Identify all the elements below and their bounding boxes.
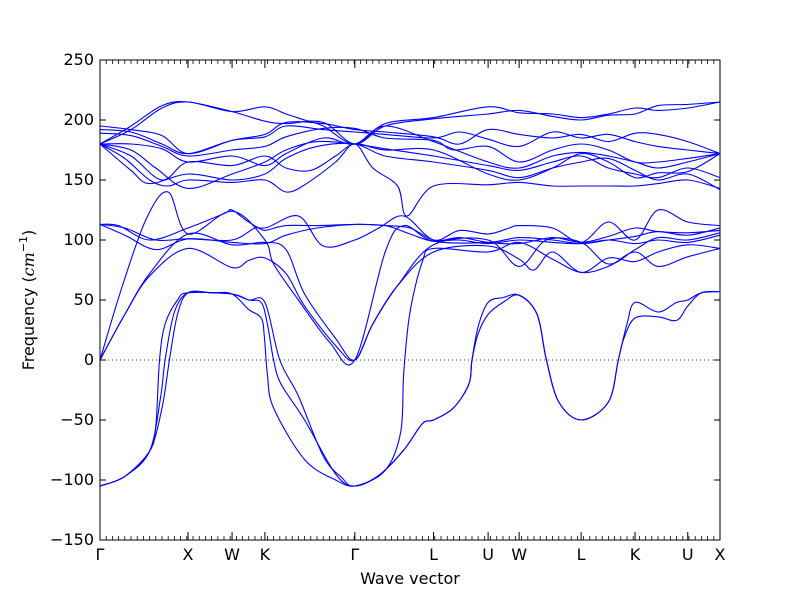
y-tick-label: 200 <box>63 110 94 129</box>
y-tick-label: 150 <box>63 170 94 189</box>
band-line-9 <box>100 209 720 248</box>
x-tick-label: K <box>630 545 641 564</box>
band-line-8 <box>100 223 720 245</box>
x-tick-label: W <box>511 545 527 564</box>
band-line-10 <box>100 143 720 217</box>
plot-frame <box>99 59 721 541</box>
y-tick-label: 50 <box>74 290 94 309</box>
band-line-15 <box>100 126 720 164</box>
x-tick-label: L <box>577 545 586 564</box>
y-tick-labels: −150 −100 −50 0 50 100 150 200 250 <box>50 50 94 549</box>
y-tick-label: −50 <box>60 410 94 429</box>
x-tick-label: U <box>682 545 694 564</box>
x-tick-label: W <box>224 545 240 564</box>
x-axis-label: Wave vector <box>360 569 460 588</box>
x-tick-label: U <box>482 545 494 564</box>
band-line-19 <box>100 101 720 145</box>
bands-layer <box>100 101 720 487</box>
band-line-6 <box>100 191 720 366</box>
x-tick-label: Γ <box>350 545 359 564</box>
y-axis-label-text: Frequency ( <box>19 276 38 370</box>
band-line-11 <box>100 142 720 191</box>
y-axis-label: Frequency (cm−1) <box>17 230 38 371</box>
x-tick-label: X <box>715 545 726 564</box>
band-line-5 <box>100 232 720 361</box>
y-tick-label: 100 <box>63 230 94 249</box>
band-line-12 <box>100 140 720 189</box>
y-tick-label: −100 <box>50 470 94 489</box>
band-line-17 <box>100 121 720 155</box>
y-tick-label: 0 <box>84 350 94 369</box>
band-line-13 <box>100 143 720 181</box>
y-axis-label-close: ) <box>19 230 38 236</box>
y-tick-label: 250 <box>63 50 94 69</box>
y-axis-label-exponent: −1 <box>17 236 30 252</box>
x-tick-label: X <box>183 545 194 564</box>
x-tick-label: L <box>429 545 438 564</box>
y-tick-label: −150 <box>50 530 94 549</box>
x-tick-label: K <box>260 545 271 564</box>
y-axis-label-unit: cm <box>19 252 38 276</box>
x-tick-label: Γ <box>96 545 105 564</box>
